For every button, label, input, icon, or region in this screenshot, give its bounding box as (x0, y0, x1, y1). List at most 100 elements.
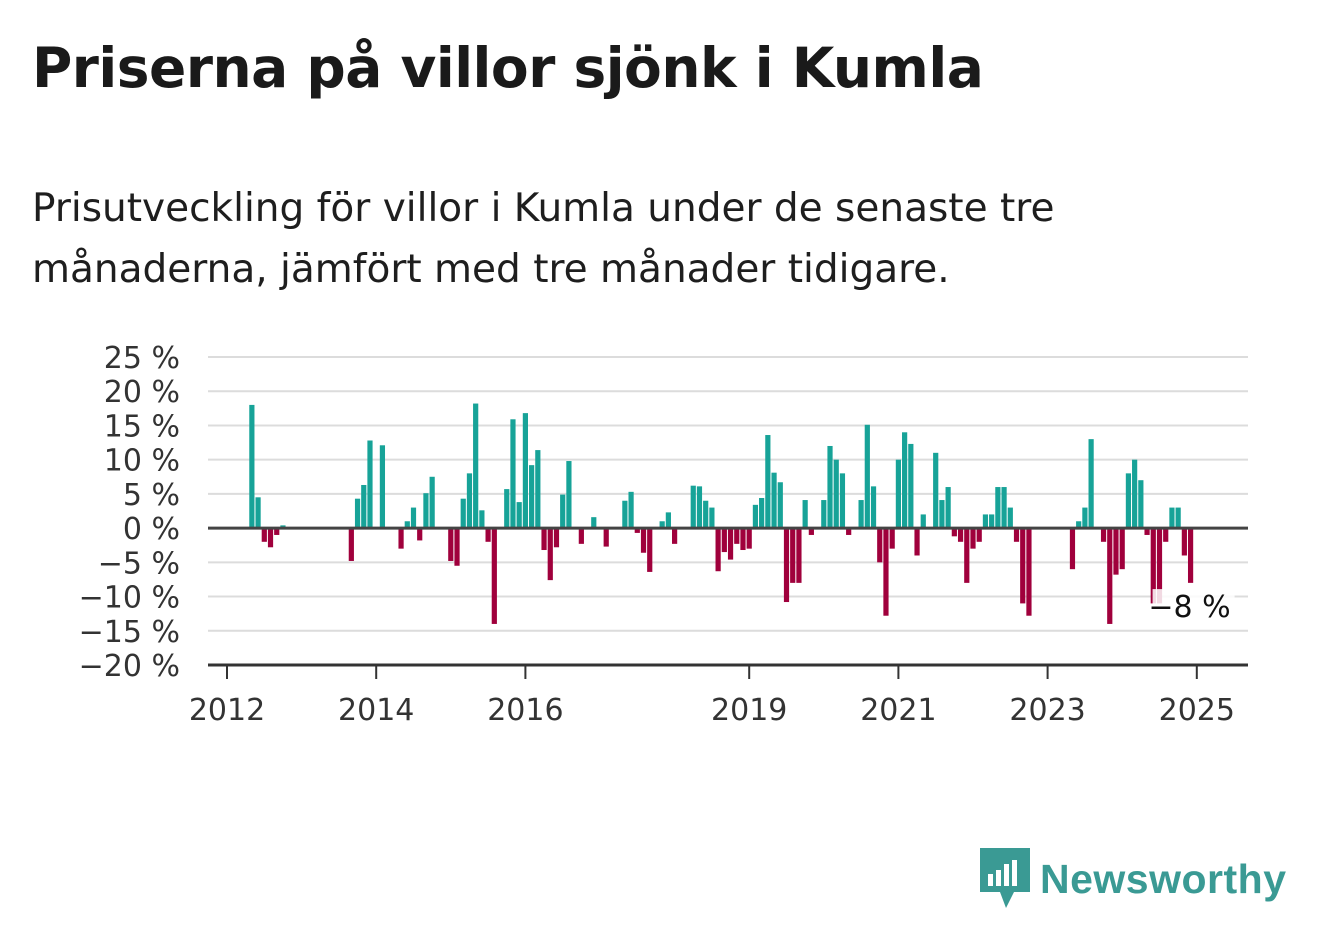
bar (1088, 439, 1094, 529)
bars (249, 403, 1194, 624)
bar (522, 413, 528, 529)
bar (423, 493, 429, 529)
bar (672, 528, 678, 544)
bar (417, 528, 423, 541)
bar (939, 500, 945, 529)
bar (827, 445, 833, 529)
bar (410, 507, 417, 529)
bar (696, 486, 703, 529)
y-tick-label: 15 % (104, 409, 180, 444)
bar (989, 514, 995, 529)
bar (665, 512, 671, 529)
bar (535, 450, 541, 529)
bar (920, 514, 926, 529)
bar (628, 491, 634, 529)
y-tick-label: −10 % (79, 581, 180, 616)
bar (1026, 528, 1032, 616)
y-tick-label: −5 % (98, 546, 180, 581)
bar (740, 528, 746, 551)
bar (1181, 528, 1187, 556)
x-tick-label: 2025 (1159, 693, 1235, 728)
bar (709, 507, 715, 529)
bar (578, 528, 584, 544)
bar (267, 528, 274, 548)
y-tick-label: 0 % (123, 512, 180, 547)
bar (516, 502, 522, 529)
bar (945, 487, 951, 529)
bar (777, 482, 783, 529)
bar (970, 528, 976, 549)
bar (759, 497, 765, 529)
bar (933, 452, 939, 529)
bar (1175, 507, 1181, 529)
bar (951, 528, 957, 537)
bar (1138, 480, 1144, 529)
bar (883, 528, 889, 616)
x-tick-labels: 2012 2014 2016 2019 2021 2023 2025 (189, 665, 1235, 728)
x-tick-label: 2019 (711, 693, 787, 728)
bar (529, 465, 535, 529)
bar (846, 528, 852, 535)
bar (734, 528, 740, 544)
bar (1119, 528, 1125, 570)
bar (790, 528, 796, 583)
bar (1150, 528, 1156, 604)
bar (957, 528, 964, 542)
bar (914, 528, 920, 556)
bar (864, 424, 870, 529)
bar (908, 443, 914, 529)
bar (771, 472, 777, 529)
x-tick-label: 2012 (189, 693, 265, 728)
y-tick-label: 10 % (104, 444, 180, 479)
bar (1156, 528, 1163, 604)
chart-title: Priserna på villor sjönk i Kumla (32, 36, 984, 100)
bar (1125, 473, 1132, 529)
bar (429, 476, 435, 529)
bar (1187, 528, 1194, 583)
bar (858, 500, 864, 529)
bar (783, 528, 790, 603)
bar (255, 497, 261, 529)
x-tick-label: 2021 (860, 693, 936, 728)
bar (752, 504, 759, 529)
bar (727, 528, 734, 560)
bar (877, 528, 883, 563)
bar (485, 528, 491, 542)
bar (454, 528, 460, 566)
bar (404, 521, 410, 529)
bar (1082, 507, 1088, 529)
brand-name: Newsworthy (1040, 855, 1287, 902)
bar (902, 432, 908, 529)
bar (808, 528, 814, 535)
bar (261, 528, 267, 542)
y-tick-label: −15 % (79, 615, 180, 650)
bar (982, 514, 989, 529)
bar (715, 528, 721, 572)
brand-logo: Newsworthy (980, 848, 1287, 910)
x-tick-label: 2016 (487, 693, 563, 728)
bar (566, 461, 572, 529)
bar (647, 528, 653, 572)
x-tick-label: 2023 (1009, 693, 1085, 728)
bar (622, 500, 628, 529)
bar (746, 528, 752, 549)
bar (591, 517, 597, 529)
bar (1144, 528, 1150, 535)
bar (895, 459, 901, 529)
bar (379, 445, 386, 529)
y-tick-label: −20 % (79, 649, 180, 684)
bar (547, 528, 553, 581)
bar (1020, 528, 1026, 604)
bar (721, 528, 727, 553)
bar (398, 528, 404, 549)
bar (659, 521, 665, 529)
bar (560, 494, 566, 529)
x-tick-label: 2014 (338, 693, 414, 728)
bar (995, 487, 1001, 529)
bar (796, 528, 802, 583)
bar (553, 528, 560, 548)
bar (1107, 528, 1113, 624)
axes (208, 526, 1248, 667)
bar (466, 473, 473, 529)
bar (1169, 507, 1175, 529)
